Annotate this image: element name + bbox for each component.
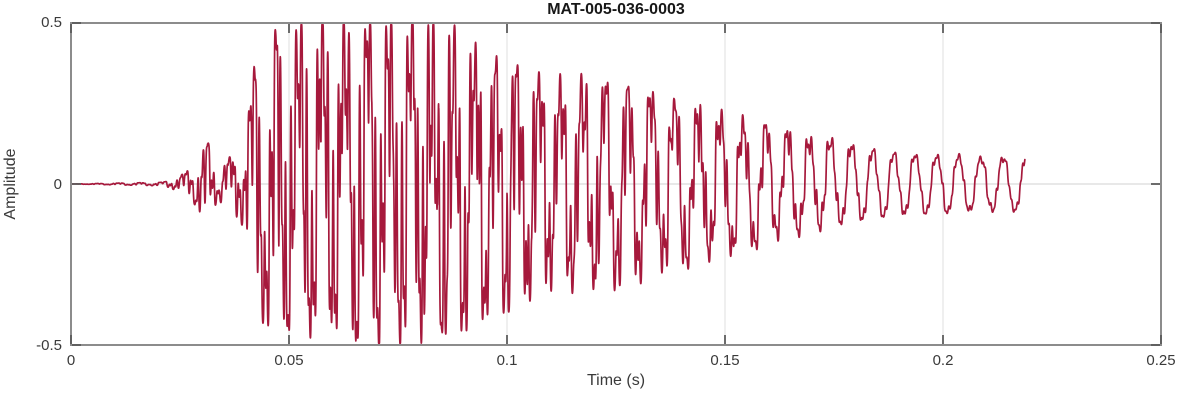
waveform-trace (70, 23, 1026, 345)
x-axis-label: Time (s) (586, 372, 646, 389)
x-tick-label-0: 0 (66, 352, 76, 369)
x-tick-label-02: 0.2 (932, 352, 954, 369)
chart-title: MAT-005-036-0003 (547, 1, 685, 18)
axis-box (70, 22, 1162, 346)
x-tick-label-01: 0.1 (496, 352, 518, 369)
y-tick-label-top: 0.5 (41, 14, 62, 31)
y-tick-label-bottom: -0.5 (36, 337, 62, 354)
y-tick-label-zero: 0 (53, 176, 62, 193)
x-tick-label-005: 0.05 (274, 352, 304, 369)
x-tick-label-015: 0.15 (710, 352, 740, 369)
x-tick-label-025: 0.25 (1146, 352, 1176, 369)
